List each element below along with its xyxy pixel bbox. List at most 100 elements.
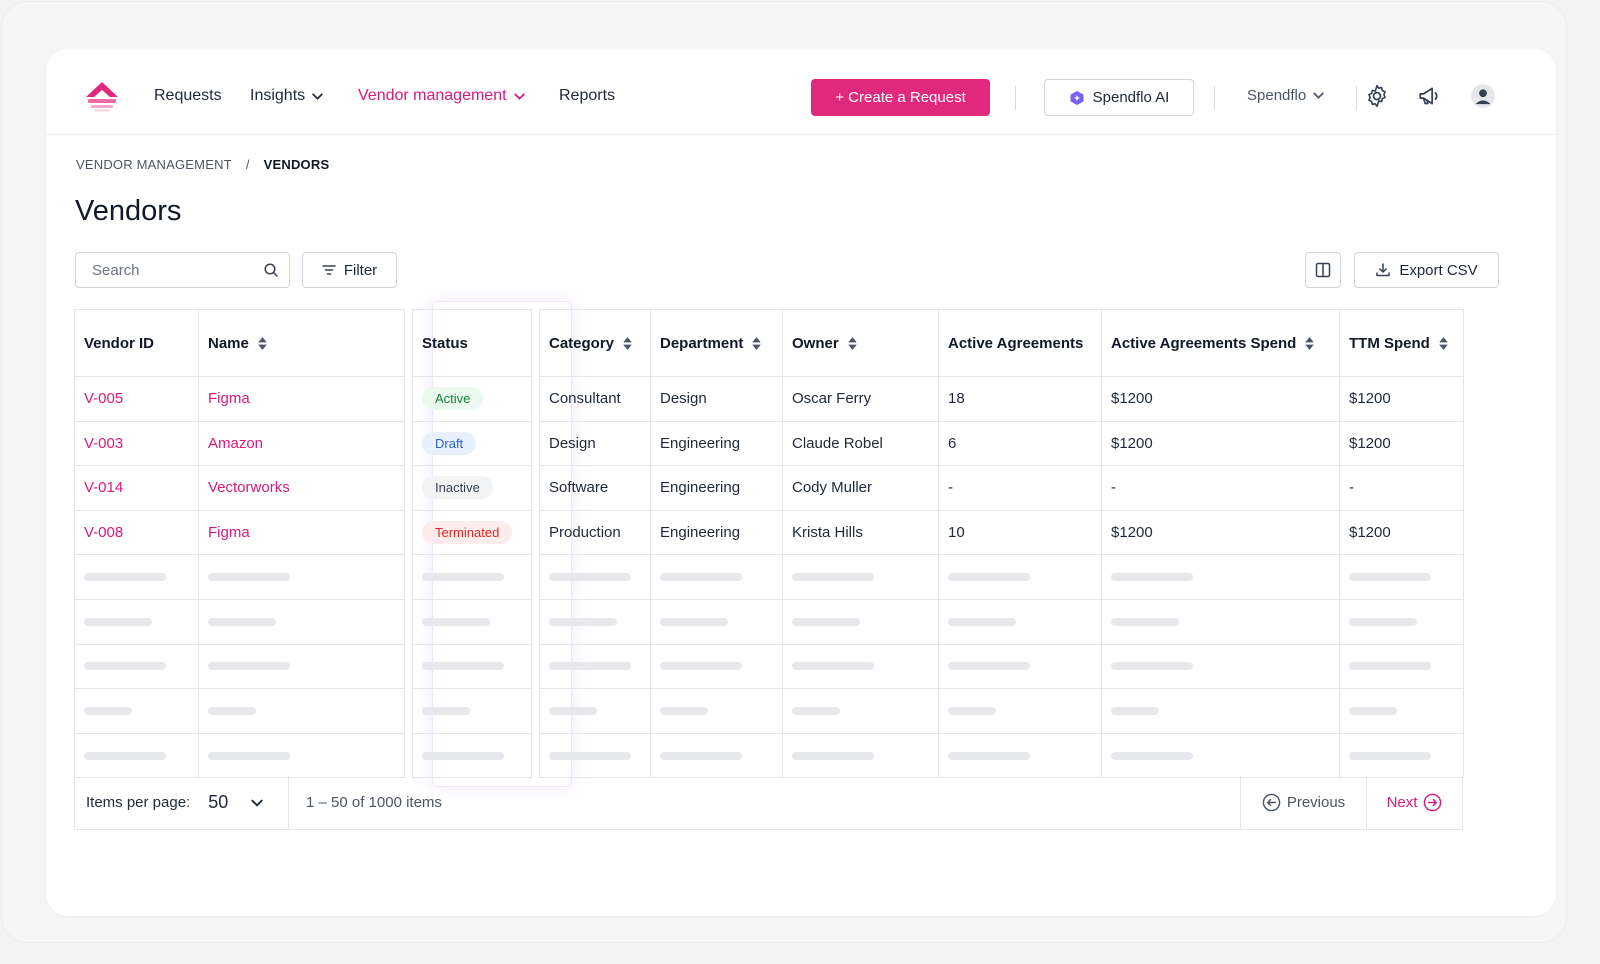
col-name[interactable]: Name bbox=[198, 309, 405, 377]
spendflo-ai-label: Spendflo AI bbox=[1092, 89, 1170, 106]
search-icon[interactable] bbox=[263, 262, 279, 278]
nav-vendor-management[interactable]: Vendor management bbox=[358, 87, 526, 105]
next-button[interactable]: Next bbox=[1366, 776, 1462, 829]
cell-name: Figma bbox=[198, 509, 405, 556]
skeleton-bar bbox=[1111, 662, 1193, 671]
filter-button[interactable]: Filter bbox=[302, 252, 397, 288]
sort-icon[interactable] bbox=[847, 336, 858, 351]
items-per-page-select[interactable]: 50 bbox=[208, 792, 264, 813]
skeleton-cell bbox=[74, 643, 199, 690]
skeleton-cell bbox=[539, 598, 651, 645]
breadcrumb-current: VENDORS bbox=[263, 157, 330, 172]
skeleton-bar bbox=[660, 706, 708, 715]
vendor-id-link[interactable]: V-014 bbox=[84, 479, 124, 497]
skeleton-bar bbox=[1111, 751, 1193, 760]
sort-icon[interactable] bbox=[1438, 336, 1449, 351]
skeleton-bar bbox=[422, 751, 504, 760]
skeleton-cell bbox=[412, 643, 532, 690]
skeleton-cell bbox=[198, 688, 405, 734]
column-gap bbox=[531, 554, 540, 600]
cell-active-agreements-spend: $1200 bbox=[1101, 376, 1340, 422]
create-request-button[interactable]: + Create a Request bbox=[811, 79, 990, 116]
spendflo-ai-button[interactable]: Spendflo AI bbox=[1044, 79, 1194, 116]
page-title: Vendors bbox=[75, 195, 182, 227]
skeleton-bar bbox=[422, 573, 504, 582]
cell-active-agreements: 10 bbox=[938, 509, 1102, 556]
sort-icon[interactable] bbox=[622, 336, 633, 351]
skeleton-cell bbox=[198, 554, 405, 600]
skeleton-bar bbox=[792, 617, 860, 626]
skeleton-cell bbox=[938, 598, 1102, 645]
col-active-agreements-label: Active Agreements bbox=[948, 334, 1084, 352]
table-row[interactable]: V-003 Amazon Draft Design Engineering Cl… bbox=[74, 420, 1464, 467]
breadcrumb-parent[interactable]: VENDOR MANAGEMENT bbox=[76, 157, 232, 172]
col-active-agreements-spend[interactable]: Active Agreements Spend bbox=[1101, 309, 1340, 377]
sort-icon[interactable] bbox=[257, 336, 268, 351]
skeleton-cell bbox=[938, 688, 1102, 734]
filter-icon bbox=[322, 265, 336, 275]
skeleton-cell bbox=[1101, 598, 1340, 645]
vendor-id-link[interactable]: V-005 bbox=[84, 390, 124, 408]
export-csv-button[interactable]: Export CSV bbox=[1354, 252, 1499, 288]
previous-button[interactable]: Previous bbox=[1240, 776, 1366, 829]
skeleton-bar bbox=[792, 706, 840, 715]
col-category[interactable]: Category bbox=[539, 309, 651, 377]
search-box[interactable] bbox=[75, 252, 290, 288]
cell-ttm-spend: $1200 bbox=[1339, 509, 1464, 556]
table-row[interactable]: V-008 Figma Terminated Production Engine… bbox=[74, 509, 1464, 556]
table-row[interactable]: V-014 Vectorworks Inactive Software Engi… bbox=[74, 465, 1464, 511]
vendor-name-link[interactable]: Vectorworks bbox=[208, 479, 290, 497]
skeleton-row bbox=[74, 554, 1464, 600]
search-input[interactable] bbox=[92, 261, 263, 279]
skeleton-bar bbox=[208, 751, 290, 760]
skeleton-bar bbox=[84, 573, 166, 582]
sort-icon[interactable] bbox=[1304, 336, 1315, 351]
vendor-id-link[interactable]: V-003 bbox=[84, 434, 124, 452]
spendflo-logo-icon[interactable] bbox=[84, 80, 120, 112]
cell-active-agreements-spend: - bbox=[1101, 465, 1340, 511]
skeleton-bar bbox=[1349, 706, 1397, 715]
skeleton-row bbox=[74, 598, 1464, 645]
nav-requests[interactable]: Requests bbox=[154, 87, 222, 105]
user-avatar-icon[interactable] bbox=[1470, 83, 1496, 109]
column-gap bbox=[404, 465, 413, 511]
col-owner[interactable]: Owner bbox=[782, 309, 939, 377]
skeleton-cell bbox=[650, 688, 783, 734]
table-row[interactable]: V-005 Figma Active Consultant Design Osc… bbox=[74, 376, 1464, 422]
skeleton-cell bbox=[1339, 643, 1464, 690]
cell-active-agreements: - bbox=[938, 465, 1102, 511]
col-ttm-spend-label: TTM Spend bbox=[1349, 334, 1430, 352]
skeleton-bar bbox=[549, 662, 631, 671]
skeleton-bar bbox=[208, 662, 290, 671]
skeleton-cell bbox=[938, 643, 1102, 690]
vendor-id-link[interactable]: V-008 bbox=[84, 524, 124, 542]
cell-status: Inactive bbox=[412, 465, 532, 511]
cell-department: Engineering bbox=[650, 509, 783, 556]
skeleton-bar bbox=[208, 706, 256, 715]
nav-reports[interactable]: Reports bbox=[559, 87, 615, 105]
sort-icon[interactable] bbox=[751, 336, 762, 351]
skeleton-bar bbox=[660, 617, 728, 626]
col-ttm-spend[interactable]: TTM Spend bbox=[1339, 309, 1464, 377]
gear-icon[interactable] bbox=[1364, 83, 1390, 109]
skeleton-cell bbox=[782, 732, 939, 779]
skeleton-cell bbox=[412, 598, 532, 645]
vendor-name-link[interactable]: Figma bbox=[208, 524, 250, 542]
column-layout-button[interactable] bbox=[1305, 252, 1341, 288]
vendor-name-link[interactable]: Figma bbox=[208, 390, 250, 408]
vendor-name-link[interactable]: Amazon bbox=[208, 434, 264, 452]
org-switcher[interactable]: Spendflo bbox=[1247, 87, 1325, 104]
skeleton-bar bbox=[948, 706, 996, 715]
cell-owner: Cody Muller bbox=[782, 465, 939, 511]
col-department[interactable]: Department bbox=[650, 309, 783, 377]
skeleton-cell bbox=[1339, 554, 1464, 600]
skeleton-bar bbox=[84, 662, 166, 671]
nav-insights[interactable]: Insights bbox=[250, 87, 324, 105]
skeleton-bar bbox=[792, 751, 874, 760]
megaphone-icon[interactable] bbox=[1417, 83, 1443, 109]
column-gap bbox=[404, 376, 413, 422]
skeleton-bar bbox=[208, 573, 290, 582]
skeleton-bar bbox=[948, 573, 1030, 582]
skeleton-bar bbox=[422, 706, 470, 715]
cell-active-agreements-spend: $1200 bbox=[1101, 509, 1340, 556]
